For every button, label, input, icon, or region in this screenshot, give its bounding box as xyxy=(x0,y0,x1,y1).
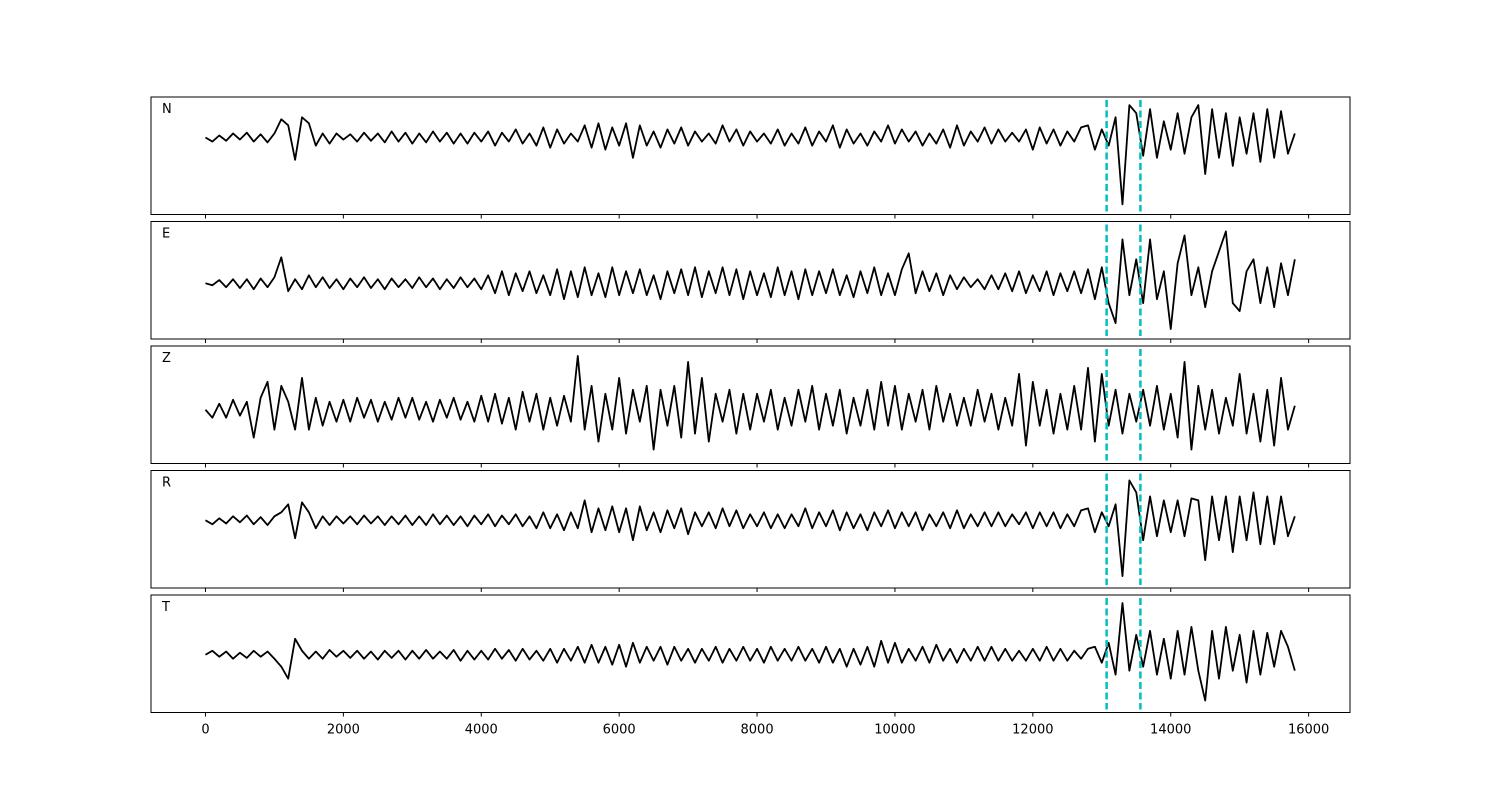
trace xyxy=(204,355,1296,451)
x-tick-label: 12000 xyxy=(1012,723,1053,738)
panel-frame xyxy=(150,345,1351,464)
panel-frame xyxy=(150,221,1351,340)
x-tick-label: 14000 xyxy=(1150,723,1191,738)
panel-label: N xyxy=(162,102,172,117)
panel-label: R xyxy=(162,476,171,491)
trace xyxy=(205,230,1296,330)
trace xyxy=(205,104,1296,206)
trace xyxy=(205,479,1296,577)
x-tick-label: 0 xyxy=(201,723,209,738)
panel-frame xyxy=(150,594,1351,713)
x-tick-label: 8000 xyxy=(741,723,774,738)
panel-frame xyxy=(150,470,1351,589)
panel-frame xyxy=(150,96,1351,215)
x-tick-label: 6000 xyxy=(603,723,636,738)
panel-label: Z xyxy=(162,351,171,366)
x-tick-label: 10000 xyxy=(874,723,915,738)
trace xyxy=(205,602,1296,702)
x-tick-label: 2000 xyxy=(327,723,360,738)
panel-label: E xyxy=(162,227,170,242)
x-tick-label: 16000 xyxy=(1288,723,1329,738)
x-tick-label: 4000 xyxy=(465,723,498,738)
panel-label: T xyxy=(161,600,170,615)
